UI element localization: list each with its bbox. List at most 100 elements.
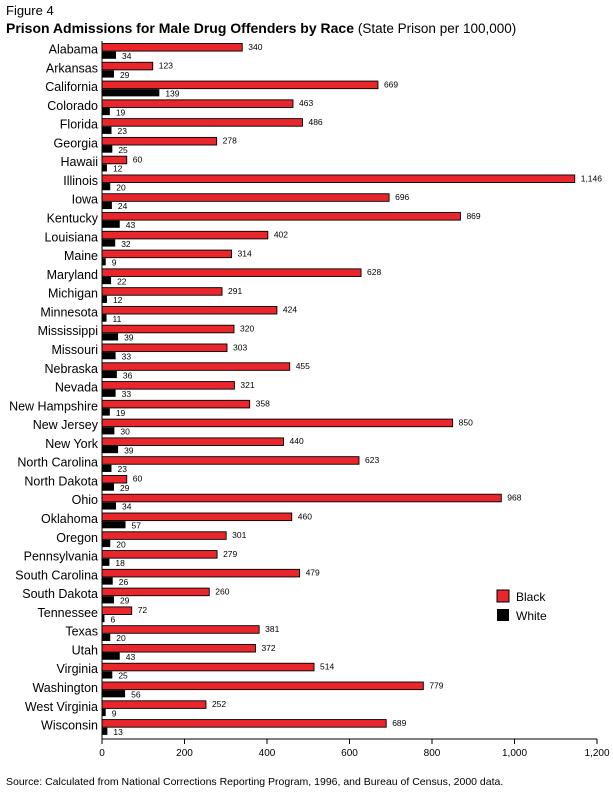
value-label-white-alabama: 34 xyxy=(122,51,132,61)
value-label-black-california: 669 xyxy=(384,79,398,89)
value-label-black-alabama: 340 xyxy=(248,42,262,52)
value-label-white-maryland: 22 xyxy=(117,276,127,286)
value-label-black-illinois: 1,146 xyxy=(581,173,603,183)
value-label-black-new-york: 440 xyxy=(290,436,304,446)
value-label-white-florida: 23 xyxy=(117,126,127,136)
bar-white-west-virginia xyxy=(102,708,106,717)
category-label-utah: Utah xyxy=(72,643,98,657)
value-label-black-oregon: 301 xyxy=(232,530,246,540)
value-label-white-georgia: 25 xyxy=(118,145,128,155)
bar-white-maryland xyxy=(102,276,112,285)
bar-black-texas xyxy=(101,625,260,634)
category-label-oregon: Oregon xyxy=(56,531,98,545)
value-label-white-hawaii: 12 xyxy=(113,164,123,174)
value-label-white-louisiana: 32 xyxy=(121,239,131,249)
value-label-white-missouri: 33 xyxy=(122,351,132,361)
bar-white-hawaii xyxy=(102,164,107,172)
bar-black-kentucky xyxy=(101,212,461,221)
value-label-black-virginia: 514 xyxy=(320,662,334,672)
value-label-black-maryland: 628 xyxy=(367,267,381,277)
category-label-tennessee: Tennessee xyxy=(38,606,99,620)
value-label-white-virginia: 25 xyxy=(118,671,128,681)
bar-black-florida xyxy=(101,118,303,127)
value-label-black-kentucky: 869 xyxy=(466,211,480,221)
value-label-black-nebraska: 455 xyxy=(296,361,310,371)
value-label-white-utah: 43 xyxy=(126,652,136,662)
bar-white-pennsylvania xyxy=(102,558,110,566)
bar-black-new-york xyxy=(101,437,284,446)
value-label-white-arkansas: 29 xyxy=(120,70,130,80)
chart-title: Prison Admissions for Male Drug Offender… xyxy=(6,20,516,36)
x-tick-label: 600 xyxy=(341,748,358,759)
bar-black-oregon xyxy=(101,531,227,540)
category-label-new-york: New York xyxy=(45,437,99,451)
bar-black-tennessee xyxy=(101,606,133,615)
bar-black-colorado xyxy=(101,99,294,108)
value-label-black-wisconsin: 689 xyxy=(392,718,406,728)
category-label-hawaii: Hawaii xyxy=(60,155,98,169)
bar-black-missouri xyxy=(101,343,228,353)
bar-white-south-carolina xyxy=(102,577,113,585)
bar-black-mississippi xyxy=(101,324,235,334)
value-label-white-kentucky: 43 xyxy=(126,220,136,230)
category-label-south-carolina: South Carolina xyxy=(15,568,98,582)
bar-black-nevada xyxy=(101,381,235,390)
bar-white-virginia xyxy=(102,671,113,679)
value-label-black-iowa: 696 xyxy=(395,192,409,202)
value-label-black-oklahoma: 460 xyxy=(298,511,312,521)
category-label-alabama: Alabama xyxy=(49,43,98,57)
bar-black-alabama xyxy=(101,43,243,52)
category-label-north-dakota: North Dakota xyxy=(24,474,98,488)
bar-black-michigan xyxy=(101,287,223,296)
x-tick-label: 400 xyxy=(259,748,276,759)
bar-black-hawaii xyxy=(101,155,128,165)
bar-white-wisconsin xyxy=(102,727,108,735)
value-label-white-maine: 9 xyxy=(112,258,117,268)
bar-black-virginia xyxy=(101,662,315,672)
bar-white-kentucky xyxy=(102,220,120,228)
category-label-illinois: Illinois xyxy=(63,174,98,188)
value-label-black-ohio: 968 xyxy=(507,493,521,503)
bar-black-west-virginia xyxy=(101,700,207,709)
x-tick-label: 200 xyxy=(176,748,193,759)
bar-white-nebraska xyxy=(102,370,117,379)
legend-label-black: Black xyxy=(516,590,546,604)
bar-white-alabama xyxy=(102,51,117,59)
category-label-south-dakota: South Dakota xyxy=(22,587,98,601)
bar-black-north-dakota xyxy=(101,474,128,484)
bar-white-california xyxy=(102,89,160,97)
bar-black-north-carolina xyxy=(101,456,360,465)
bar-white-maine xyxy=(102,258,106,266)
bar-white-new-york xyxy=(102,445,119,454)
value-label-black-minnesota: 424 xyxy=(283,305,297,315)
category-label-texas: Texas xyxy=(65,625,98,639)
value-label-white-washington: 56 xyxy=(131,690,141,700)
value-label-black-florida: 486 xyxy=(308,117,322,127)
bar-black-minnesota xyxy=(101,305,278,315)
bar-black-maine xyxy=(101,249,232,259)
value-label-white-mississippi: 39 xyxy=(124,333,134,343)
bar-white-arkansas xyxy=(102,70,114,78)
bar-black-ohio xyxy=(101,493,502,503)
x-tick-label: 0 xyxy=(99,748,105,759)
value-label-black-michigan: 291 xyxy=(228,286,242,296)
source-note: Source: Calculated from National Correct… xyxy=(6,776,504,788)
bar-black-maryland xyxy=(101,268,362,277)
bar-white-minnesota xyxy=(102,314,107,322)
value-label-black-utah: 372 xyxy=(261,643,275,653)
category-label-west-virginia: West Virginia xyxy=(25,700,98,714)
value-label-black-maine: 314 xyxy=(238,248,252,258)
bar-black-new-hampshire xyxy=(101,399,251,409)
value-label-white-colorado: 19 xyxy=(116,107,126,117)
value-label-black-north-carolina: 623 xyxy=(365,455,379,465)
value-label-white-new-york: 39 xyxy=(124,445,134,455)
category-label-pennsylvania: Pennsylvania xyxy=(24,550,98,564)
bar-white-south-dakota xyxy=(102,596,114,604)
value-label-black-nevada: 321 xyxy=(240,380,254,390)
category-label-maryland: Maryland xyxy=(47,268,98,282)
figure-label: Figure 4 xyxy=(6,3,54,18)
value-label-white-south-dakota: 29 xyxy=(120,596,130,606)
category-label-michigan: Michigan xyxy=(48,287,98,301)
bar-black-illinois xyxy=(101,174,576,184)
